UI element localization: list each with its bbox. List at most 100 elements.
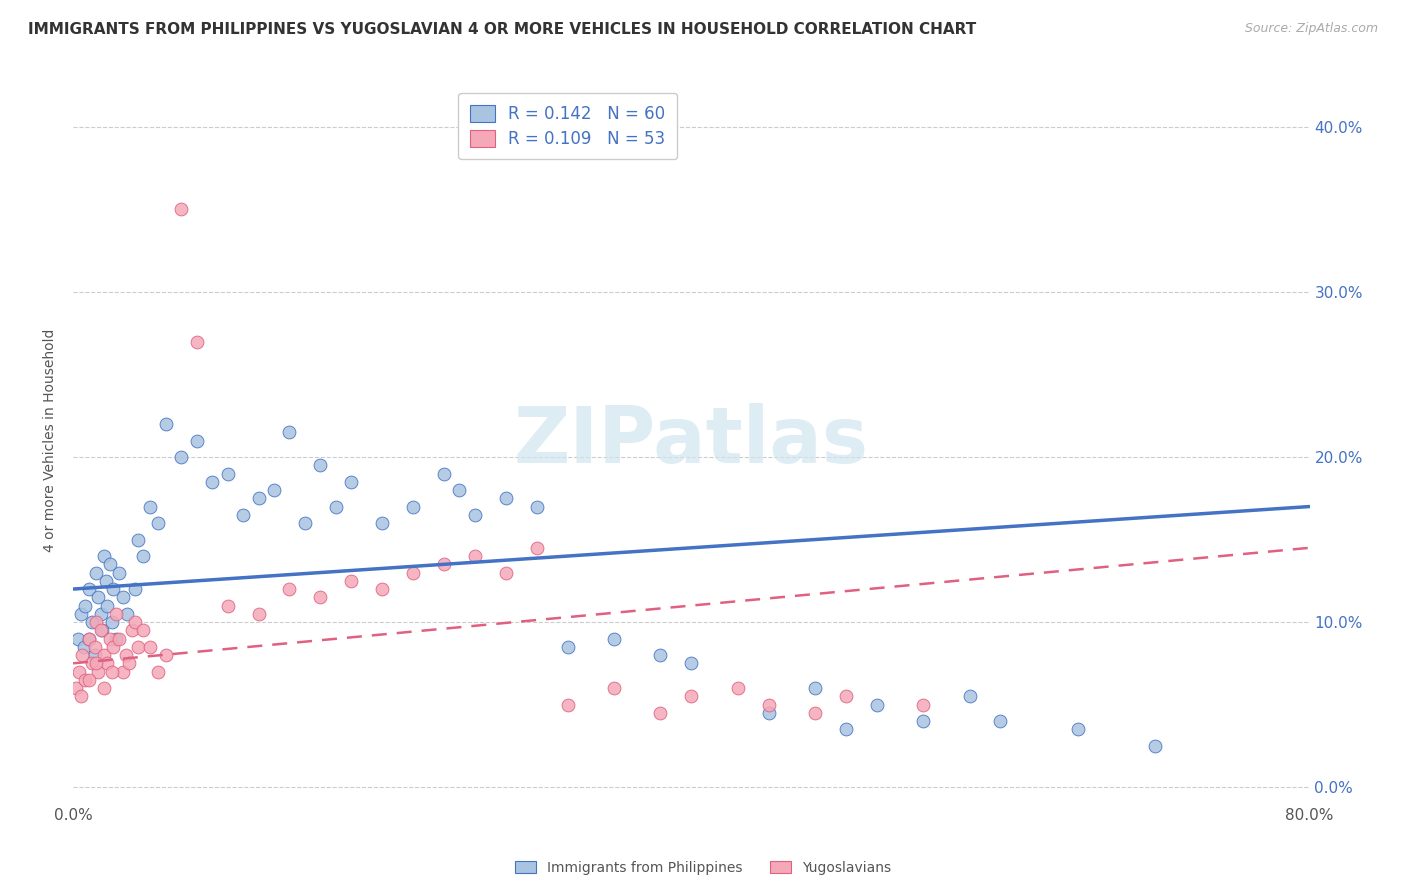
Text: Source: ZipAtlas.com: Source: ZipAtlas.com [1244, 22, 1378, 36]
Point [121, 624, 143, 638]
Point [75, 599, 97, 613]
Point [83, 648, 105, 662]
Point [115, 607, 138, 621]
Point [186, 434, 208, 448]
Point [96, 657, 118, 671]
Point [402, 500, 425, 514]
Point [309, 458, 332, 473]
Point [603, 681, 626, 695]
Point [146, 516, 169, 530]
Point [80, 657, 103, 671]
Point [91, 624, 114, 638]
Point [1066, 723, 1088, 737]
Point [98, 558, 121, 572]
Point [84, 566, 107, 580]
Point [340, 475, 363, 489]
Point [294, 516, 316, 530]
Point [124, 582, 146, 596]
Point [77, 632, 100, 646]
Point [80, 615, 103, 629]
Point [114, 648, 136, 662]
Point [124, 615, 146, 629]
Point [131, 624, 153, 638]
Point [127, 533, 149, 547]
Point [118, 657, 141, 671]
Point [247, 607, 270, 621]
Point [201, 475, 224, 489]
Point [495, 566, 517, 580]
Point [105, 632, 128, 646]
Point [77, 673, 100, 687]
Point [727, 681, 749, 695]
Point [93, 648, 115, 662]
Point [103, 582, 125, 596]
Point [758, 706, 780, 720]
Point [325, 500, 347, 514]
Point [90, 607, 112, 621]
Point [170, 450, 193, 464]
Point [912, 698, 935, 712]
Point [464, 508, 486, 522]
Point [94, 574, 117, 588]
Point [103, 640, 125, 654]
Point [1143, 739, 1166, 753]
Point [100, 615, 122, 629]
Point [127, 640, 149, 654]
Point [83, 640, 105, 654]
Point [84, 615, 107, 629]
Point [278, 425, 301, 440]
Point [371, 582, 394, 596]
Point [90, 624, 112, 638]
Point [72, 648, 94, 662]
Legend: Immigrants from Philippines, Yugoslavians: Immigrants from Philippines, Yugoslavian… [509, 855, 897, 880]
Point [77, 632, 100, 646]
Point [681, 690, 703, 704]
Point [912, 714, 935, 728]
Point [309, 591, 332, 605]
Point [464, 549, 486, 563]
Point [278, 582, 301, 596]
Legend: R = 0.142   N = 60, R = 0.109   N = 53: R = 0.142 N = 60, R = 0.109 N = 53 [458, 93, 678, 160]
Point [681, 657, 703, 671]
Point [108, 566, 131, 580]
Point [146, 665, 169, 679]
Point [93, 549, 115, 563]
Point [111, 591, 134, 605]
Point [73, 640, 96, 654]
Point [557, 640, 579, 654]
Point [75, 673, 97, 687]
Point [139, 500, 162, 514]
Point [402, 566, 425, 580]
Point [263, 483, 285, 497]
Point [108, 632, 131, 646]
Point [217, 599, 239, 613]
Point [371, 516, 394, 530]
Point [111, 665, 134, 679]
Point [835, 723, 858, 737]
Point [170, 202, 193, 217]
Point [433, 558, 456, 572]
Point [526, 541, 548, 555]
Point [155, 417, 177, 431]
Point [77, 582, 100, 596]
Point [98, 632, 121, 646]
Point [186, 334, 208, 349]
Point [449, 483, 471, 497]
Point [433, 467, 456, 481]
Point [93, 681, 115, 695]
Point [69, 690, 91, 704]
Point [959, 690, 981, 704]
Point [804, 681, 827, 695]
Point [87, 591, 110, 605]
Point [804, 706, 827, 720]
Point [65, 681, 87, 695]
Point [66, 632, 89, 646]
Point [67, 665, 90, 679]
Point [247, 491, 270, 506]
Point [131, 549, 153, 563]
Point [105, 607, 128, 621]
Text: ZIPatlas: ZIPatlas [513, 402, 869, 478]
Text: IMMIGRANTS FROM PHILIPPINES VS YUGOSLAVIAN 4 OR MORE VEHICLES IN HOUSEHOLD CORRE: IMMIGRANTS FROM PHILIPPINES VS YUGOSLAVI… [28, 22, 976, 37]
Point [526, 500, 548, 514]
Point [557, 698, 579, 712]
